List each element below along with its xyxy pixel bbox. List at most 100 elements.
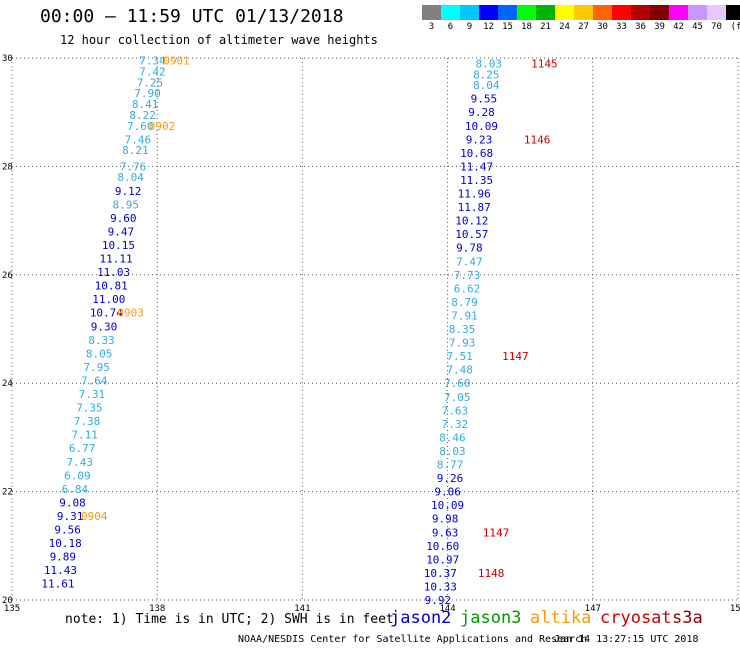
legend-swatch xyxy=(612,5,631,20)
legend-swatch xyxy=(441,5,460,20)
data-label: 11.35 xyxy=(460,174,493,187)
data-label: 7.32 xyxy=(442,418,469,431)
data-label: 7.31 xyxy=(79,388,106,401)
legend-swatch xyxy=(517,5,536,20)
data-label: 7.60 xyxy=(127,120,154,133)
data-label: 9.47 xyxy=(108,225,135,238)
data-label: 7.34 xyxy=(139,55,166,68)
data-label: 7.47 xyxy=(456,255,483,268)
data-label: 7.43 xyxy=(67,456,94,469)
timestamp: Jan 14 13:27:15 UTC 2018 xyxy=(554,634,699,645)
data-label: 8.33 xyxy=(88,334,115,347)
data-label: 7.63 xyxy=(442,404,469,417)
data-label: 9.98 xyxy=(432,513,459,526)
x-tick-label: 141 xyxy=(294,604,310,614)
data-label: 9.26 xyxy=(437,472,464,485)
data-label: 7.73 xyxy=(454,269,481,282)
data-label: 6.84 xyxy=(62,483,89,496)
x-tick-label: 144 xyxy=(439,604,455,614)
data-label: 10.60 xyxy=(426,540,459,553)
data-label: 7.42 xyxy=(139,66,166,79)
data-label: 7.11 xyxy=(71,429,98,442)
legend-label: 24 xyxy=(559,22,570,32)
data-label: 7.25 xyxy=(137,76,164,89)
data-label: 0904 xyxy=(81,510,108,523)
data-label: 8.41 xyxy=(132,98,159,111)
data-label: 8.35 xyxy=(449,323,476,336)
legend-label: 3 xyxy=(428,22,435,32)
data-label: 8.77 xyxy=(437,459,464,472)
data-label: 8.95 xyxy=(112,198,139,211)
data-label: 1148 xyxy=(478,567,505,580)
legend-swatch xyxy=(726,5,740,20)
legend-label: 21 xyxy=(540,22,551,32)
data-label: 7.64 xyxy=(81,374,108,387)
satellite-label-cryosat: cryosat xyxy=(600,608,672,628)
y-tick-label: 20 xyxy=(2,596,13,606)
legend-label: 36 xyxy=(635,22,646,32)
data-label: 8.25 xyxy=(473,68,500,81)
data-label: 10.09 xyxy=(465,120,498,133)
data-label: 9.55 xyxy=(471,93,498,106)
data-label: 6.09 xyxy=(64,469,91,482)
data-label: 9.56 xyxy=(54,524,81,537)
data-label: 9.06 xyxy=(434,486,461,499)
data-label: 10.12 xyxy=(455,215,488,228)
data-label: 7.48 xyxy=(446,364,473,377)
legend-swatch xyxy=(631,5,650,20)
data-label: 9.30 xyxy=(91,320,118,333)
page-subtitle: 12 hour collection of altimeter wave hei… xyxy=(60,33,378,47)
satellite-label-jason3: jason3 xyxy=(460,608,522,628)
data-label: 8.04 xyxy=(117,171,144,184)
data-label: 9.89 xyxy=(50,551,77,564)
data-label: 9.31 xyxy=(57,510,84,523)
data-label: 11.00 xyxy=(92,293,125,306)
x-tick-label: 150 xyxy=(730,604,740,614)
legend-swatch xyxy=(460,5,479,20)
legend-label: 30 xyxy=(597,22,608,32)
y-tick-label: 24 xyxy=(2,379,13,389)
data-label: 11.87 xyxy=(458,201,491,214)
data-label: 7.46 xyxy=(125,133,152,146)
data-label: 1147 xyxy=(502,350,529,363)
data-label: 8.22 xyxy=(129,109,156,122)
legend-label: 18 xyxy=(521,22,532,32)
data-label: 1145 xyxy=(531,57,558,70)
data-label: 9.28 xyxy=(468,106,495,119)
legend-swatch xyxy=(555,5,574,20)
data-label: 1146 xyxy=(524,133,551,146)
data-label: 8.03 xyxy=(475,57,502,70)
y-tick-label: 28 xyxy=(2,162,13,172)
satellite-label-s3a: s3a xyxy=(672,608,703,628)
data-label: 11.11 xyxy=(99,253,132,266)
legend-swatch xyxy=(688,5,707,20)
data-label: 10.15 xyxy=(102,239,135,252)
legend-label: 12 xyxy=(483,22,494,32)
data-label: 8.46 xyxy=(439,431,466,444)
color-legend xyxy=(422,5,740,21)
footer-note: note: 1) Time is in UTC; 2) SWH is in fe… xyxy=(65,612,394,627)
data-label: 10.37 xyxy=(424,567,457,580)
data-label: 6.77 xyxy=(69,442,96,455)
data-label: 0901 xyxy=(163,55,190,68)
data-label: 11.03 xyxy=(97,266,130,279)
data-label: 10.18 xyxy=(49,537,82,550)
page-title: 00:00 – 11:59 UTC 01/13/2018 xyxy=(40,6,344,27)
data-label: 9.63 xyxy=(432,526,459,539)
data-label: 8.03 xyxy=(439,445,466,458)
y-tick-label: 26 xyxy=(2,271,13,281)
satellite-label-altika: altika xyxy=(530,608,592,628)
data-label: 7.05 xyxy=(444,391,471,404)
data-label: 9.92 xyxy=(425,594,452,607)
legend-swatch xyxy=(707,5,726,20)
legend-swatch xyxy=(669,5,688,20)
credit-line: NOAA/NESDIS Center for Satellite Applica… xyxy=(238,634,588,645)
legend-label: (ft) xyxy=(730,22,740,32)
legend-swatch xyxy=(498,5,517,20)
satellite-label-jason2: jason2 xyxy=(390,608,452,628)
legend-swatch xyxy=(650,5,669,20)
legend-swatch xyxy=(593,5,612,20)
data-label: 9.23 xyxy=(466,133,493,146)
